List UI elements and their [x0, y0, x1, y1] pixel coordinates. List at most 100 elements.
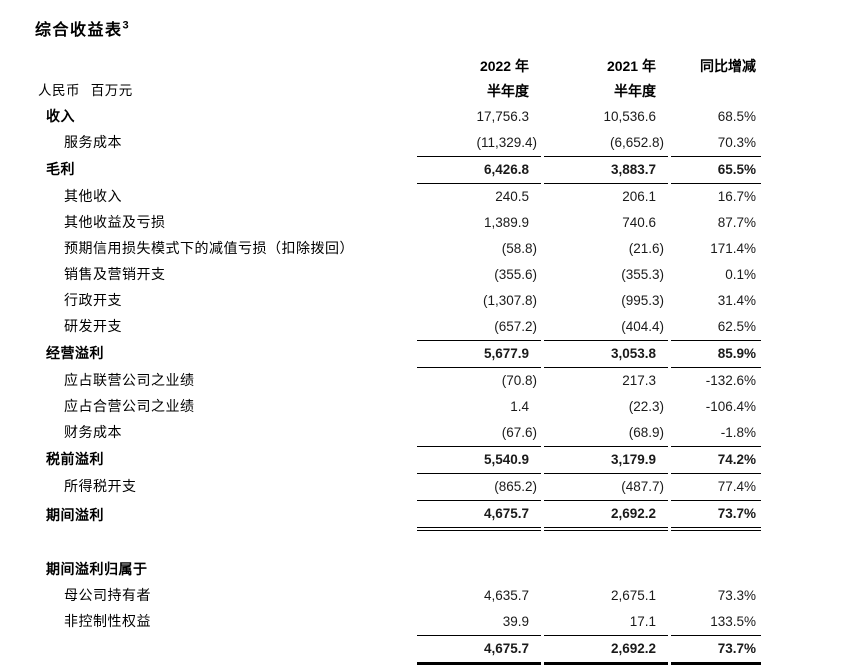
value-2021-h1: 217.3 — [622, 373, 656, 388]
value-2022-h1: 5,677.9 — [417, 340, 541, 368]
value-2022-h1: (865.2) — [494, 479, 537, 494]
income-statement-table: 人民币 百万元 2022 年半年度 2021 年半年度 同比增减 收入 17,756.3… — [35, 54, 764, 665]
table-row: 非控制性权益 39.9 17.1 133.5% — [38, 609, 761, 635]
value-2021-h1: (355.3) — [621, 267, 664, 282]
table-row: 其他收入 240.5 206.1 16.7% — [38, 184, 761, 210]
value-yoy-change: 16.7% — [717, 189, 756, 204]
row-label: 母公司持有者 — [64, 588, 151, 604]
value-yoy-change: 133.5% — [710, 614, 756, 629]
value-2022-h1: 240.5 — [495, 189, 529, 204]
value-yoy-change: 0.1% — [725, 267, 756, 282]
row-label: 收入 — [46, 109, 75, 125]
value-2021-h1: (404.4) — [621, 319, 664, 334]
value-yoy-change: 73.7% — [671, 500, 761, 531]
value-yoy-change: 85.9% — [671, 340, 761, 368]
table-row: 毛利 6,426.8 3,883.7 65.5% — [38, 156, 761, 184]
value-2022-h1: (355.6) — [494, 267, 537, 282]
table-header-row: 人民币 百万元 2022 年半年度 2021 年半年度 同比增减 — [38, 54, 761, 104]
value-2022-h1: (1,307.8) — [482, 293, 537, 308]
value-yoy-change: -106.4% — [705, 399, 756, 414]
row-label: 经营溢利 — [46, 346, 104, 362]
row-label: 所得税开支 — [64, 479, 137, 495]
table-row: 预期信用损失模式下的减值亏损（扣除拨回） (58.8) (21.6) 171.4% — [38, 236, 761, 262]
column-header: 2021 年半年度 — [544, 54, 668, 104]
value-yoy-change: 87.7% — [717, 215, 756, 230]
column-header: 2022 年半年度 — [417, 54, 541, 104]
value-2022-h1: 4,675.7 — [417, 500, 541, 531]
value-2021-h1: 2,675.1 — [610, 588, 656, 603]
value-yoy-change — [671, 557, 761, 583]
column-header: 同比增减 — [671, 54, 761, 104]
table-row: 4,675.7 2,692.2 73.7% — [38, 635, 761, 665]
row-label: 应占联营公司之业绩 — [64, 373, 195, 389]
table-row: 行政开支 (1,307.8) (995.3) 31.4% — [38, 288, 761, 314]
column-header-line1: 同比增减 — [700, 58, 756, 74]
table-row: 销售及营销开支 (355.6) (355.3) 0.1% — [38, 262, 761, 288]
value-2021-h1: 2,692.2 — [544, 635, 668, 665]
title-footnote-ref: 3 — [122, 19, 129, 32]
spacer-row — [38, 531, 761, 557]
spacer-cell — [38, 531, 761, 557]
value-yoy-change: -1.8% — [720, 425, 756, 440]
table-row: 母公司持有者 4,635.7 2,675.1 73.3% — [38, 583, 761, 609]
value-2021-h1: 3,053.8 — [544, 340, 668, 368]
value-2022-h1: 1,389.9 — [483, 215, 529, 230]
column-header-line1: 2021 年 — [606, 58, 656, 74]
title-text: 综合收益表 — [35, 20, 123, 39]
value-2021-h1: (995.3) — [621, 293, 664, 308]
value-2021-h1: (6,652.8) — [609, 135, 664, 150]
value-2021-h1: 3,883.7 — [544, 156, 668, 184]
row-label: 税前溢利 — [46, 452, 104, 468]
table-row: 研发开支 (657.2) (404.4) 62.5% — [38, 314, 761, 340]
page-title: 综合收益表3 — [35, 16, 861, 40]
value-yoy-change: 62.5% — [717, 319, 756, 334]
row-label: 期间溢利 — [46, 507, 104, 524]
value-yoy-change: 73.7% — [671, 635, 761, 665]
value-2022-h1 — [417, 557, 541, 583]
column-header-line2: 半年度 — [614, 83, 656, 99]
value-2022-h1: (657.2) — [494, 319, 537, 334]
table-row: 期间溢利归属于 — [38, 557, 761, 583]
table-row: 所得税开支 (865.2) (487.7) 77.4% — [38, 474, 761, 500]
value-yoy-change: 171.4% — [710, 241, 756, 256]
value-2022-h1: 6,426.8 — [417, 156, 541, 184]
row-label: 服务成本 — [64, 135, 122, 151]
table-row: 财务成本 (67.6) (68.9) -1.8% — [38, 420, 761, 446]
row-label: 研发开支 — [64, 319, 122, 335]
row-label: 销售及营销开支 — [64, 267, 166, 283]
unit-label: 人民币 百万元 — [38, 83, 133, 99]
value-2022-h1: (67.6) — [501, 425, 537, 440]
value-yoy-change: 68.5% — [717, 109, 756, 124]
table-row: 应占合营公司之业绩 1.4 (22.3) -106.4% — [38, 394, 761, 420]
value-2022-h1: 17,756.3 — [476, 109, 529, 124]
value-yoy-change: 74.2% — [671, 446, 761, 474]
value-2021-h1: 10,536.6 — [603, 109, 656, 124]
table-row: 期间溢利 4,675.7 2,692.2 73.7% — [38, 500, 761, 531]
value-2022-h1: (11,329.4) — [476, 135, 537, 150]
value-2022-h1: 5,540.9 — [417, 446, 541, 474]
table-row: 经营溢利 5,677.9 3,053.8 85.9% — [38, 340, 761, 368]
value-2021-h1: (487.7) — [621, 479, 664, 494]
column-header-line2: 半年度 — [487, 83, 529, 99]
value-yoy-change: 70.3% — [717, 135, 756, 150]
value-2021-h1: 17.1 — [629, 614, 656, 629]
column-header-line1: 2022 年 — [479, 58, 529, 74]
value-2021-h1: 206.1 — [622, 189, 656, 204]
table-row: 服务成本 (11,329.4) (6,652.8) 70.3% — [38, 130, 761, 156]
value-2022-h1: 39.9 — [502, 614, 529, 629]
value-2021-h1: (68.9) — [628, 425, 664, 440]
value-2022-h1: 4,635.7 — [483, 588, 529, 603]
row-label: 预期信用损失模式下的减值亏损（扣除拨回） — [64, 241, 354, 257]
value-2021-h1: 740.6 — [622, 215, 656, 230]
row-label: 非控制性权益 — [64, 614, 151, 630]
row-label: 毛利 — [46, 162, 75, 178]
value-2021-h1: 3,179.9 — [544, 446, 668, 474]
value-yoy-change: 65.5% — [671, 156, 761, 184]
value-yoy-change: -132.6% — [705, 373, 756, 388]
row-label — [38, 635, 414, 665]
value-2022-h1: (58.8) — [501, 241, 537, 256]
table-row: 税前溢利 5,540.9 3,179.9 74.2% — [38, 446, 761, 474]
value-2022-h1: (70.8) — [501, 373, 537, 388]
value-yoy-change: 77.4% — [717, 479, 756, 494]
